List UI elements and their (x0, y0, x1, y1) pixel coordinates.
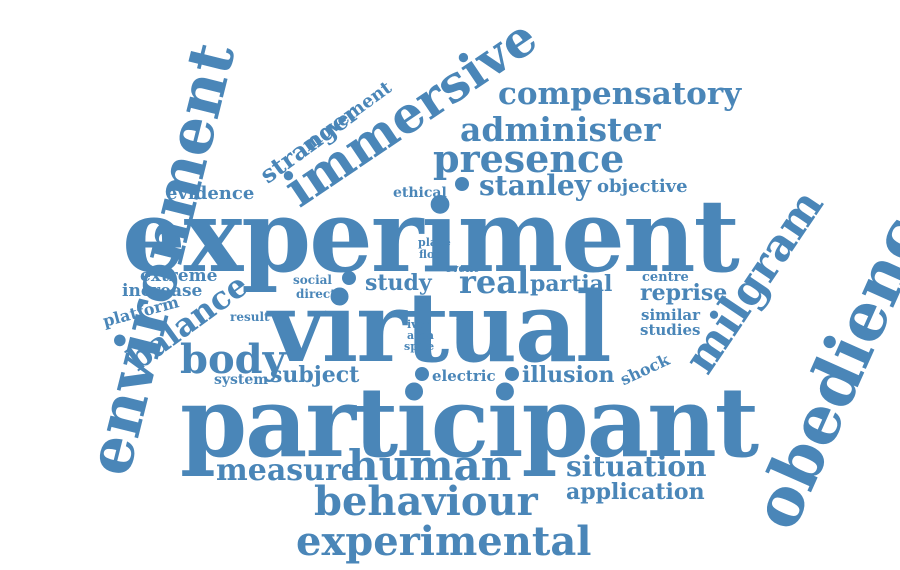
word-body: body (180, 336, 286, 383)
dot-decoration (415, 367, 429, 381)
word-system: system (214, 372, 269, 388)
word-ethical: ethical (393, 185, 447, 201)
dot-decoration (342, 271, 356, 285)
word-social: social (293, 273, 332, 287)
word-partial: partial (530, 271, 613, 297)
word-place: place (418, 236, 451, 249)
word-result: result (230, 310, 270, 324)
word-virtual: virtual (268, 271, 612, 384)
word-behaviour: behaviour (314, 478, 538, 525)
word-reprise: reprise (640, 280, 728, 306)
word-participant: participant (180, 366, 759, 479)
word-ivrs: ivrs (407, 318, 430, 331)
word-stanley: stanley (479, 169, 591, 202)
word-illusion: illusion (522, 362, 615, 388)
word-electric: electric (432, 367, 496, 385)
word-spite: spite (404, 340, 435, 353)
word-experimental: experimental (296, 518, 592, 565)
dot-decoration (505, 367, 519, 381)
word-real: real (459, 263, 530, 301)
word-increase: increase (122, 281, 203, 301)
word-direct: direct (296, 287, 336, 301)
word-human: human (348, 441, 512, 490)
word-full: full (456, 312, 472, 322)
word-administer: administer (460, 110, 661, 149)
word-objective: objective (597, 176, 688, 197)
word-similar: similar (641, 306, 701, 324)
word-evidence: evidence (166, 183, 255, 204)
word-studies: studies (640, 321, 701, 339)
word-area: area (407, 329, 435, 342)
word-event: event (445, 262, 479, 275)
word-measure: measure (216, 453, 360, 488)
word-situation: situation (566, 450, 707, 483)
word-study: study (365, 270, 432, 296)
word-experiment: experiment (122, 177, 740, 295)
dot-decoration (455, 177, 469, 191)
word-subject: subject (270, 362, 360, 388)
word-floor: floor (419, 248, 448, 261)
word-compensatory: compensatory (498, 76, 742, 112)
word-application: application (566, 479, 705, 505)
word-presence: presence (433, 136, 625, 181)
word-centre: centre (642, 270, 689, 285)
word-extreme: extreme (140, 266, 218, 286)
